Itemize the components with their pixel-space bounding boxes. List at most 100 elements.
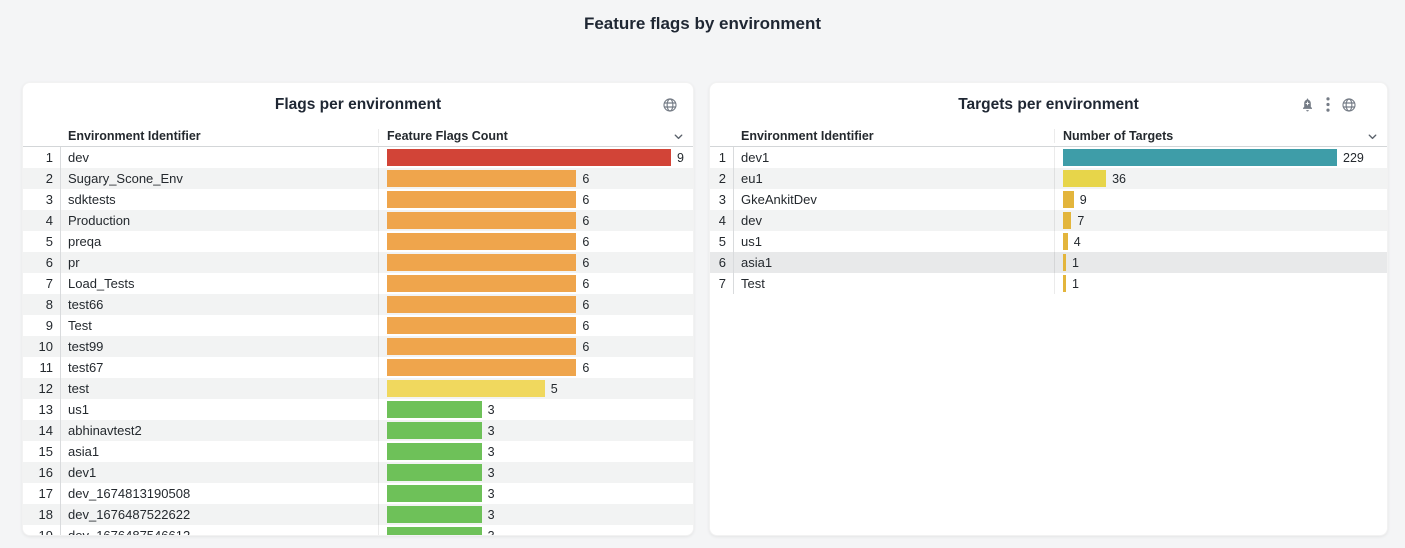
globe-icon[interactable] xyxy=(1341,97,1357,113)
bar-value: 6 xyxy=(582,318,590,333)
column-header-environment[interactable]: Environment Identifier xyxy=(68,129,201,143)
table-row[interactable]: 14 abhinavtest2 3 xyxy=(23,420,693,441)
bar-gauge-cell: 6 xyxy=(378,336,693,357)
table-row[interactable]: 9 Test 6 xyxy=(23,315,693,336)
bar xyxy=(387,506,482,523)
table-row[interactable]: 5 us1 4 xyxy=(710,231,1387,252)
globe-icon[interactable] xyxy=(662,97,678,113)
bar xyxy=(387,233,577,250)
row-environment-name: dev1 xyxy=(741,150,770,165)
table-row[interactable]: 16 dev1 3 xyxy=(23,462,693,483)
bar xyxy=(387,338,577,355)
row-environment-name: Load_Tests xyxy=(68,276,135,291)
bar xyxy=(1063,191,1074,208)
bar-gauge-cell: 3 xyxy=(378,462,693,483)
bar xyxy=(1063,212,1072,229)
row-index: 3 xyxy=(23,189,61,210)
bar xyxy=(387,485,482,502)
bar-gauge-cell: 9 xyxy=(1054,189,1387,210)
table-row[interactable]: 5 preqa 6 xyxy=(23,231,693,252)
panel-title[interactable]: Targets per environment xyxy=(958,95,1139,113)
bar-gauge-cell: 9 xyxy=(378,147,693,168)
table-row[interactable]: 18 dev_1676487522622 3 xyxy=(23,504,693,525)
row-index: 6 xyxy=(710,252,734,273)
panel-header: Flags per environment xyxy=(23,83,693,126)
table-row[interactable]: 1 dev1 229 xyxy=(710,147,1387,168)
bar xyxy=(387,296,577,313)
table-row[interactable]: 6 asia1 1 xyxy=(710,252,1387,273)
table-row[interactable]: 17 dev_1674813190508 3 xyxy=(23,483,693,504)
bar-gauge-cell: 6 xyxy=(378,315,693,336)
row-index: 1 xyxy=(23,147,61,168)
row-index: 5 xyxy=(710,231,734,252)
table-row[interactable]: 10 test99 6 xyxy=(23,336,693,357)
table-row[interactable]: 1 dev 9 xyxy=(23,147,693,168)
table-row[interactable]: 8 test66 6 xyxy=(23,294,693,315)
bar xyxy=(1063,233,1068,250)
bar-gauge-cell: 7 xyxy=(1054,210,1387,231)
table-row[interactable]: 15 asia1 3 xyxy=(23,441,693,462)
table-row[interactable]: 2 Sugary_Scone_Env 6 xyxy=(23,168,693,189)
table-row[interactable]: 7 Load_Tests 6 xyxy=(23,273,693,294)
row-index: 7 xyxy=(710,273,734,294)
bar-gauge-cell: 3 xyxy=(378,483,693,504)
row-environment-name: test xyxy=(68,381,89,396)
row-environment-name: dev_1674813190508 xyxy=(68,486,191,501)
column-header-count[interactable]: Feature Flags Count xyxy=(378,129,693,143)
column-header-targets[interactable]: Number of Targets xyxy=(1054,129,1387,143)
bar xyxy=(387,170,577,187)
table-row[interactable]: 12 test 5 xyxy=(23,378,693,399)
bar-value: 6 xyxy=(582,360,590,375)
bar-gauge-cell: 6 xyxy=(378,252,693,273)
bar-value: 6 xyxy=(582,234,590,249)
row-environment-name: dev_1676487546612 xyxy=(68,528,191,536)
table-row[interactable]: 3 GkeAnkitDev 9 xyxy=(710,189,1387,210)
bar xyxy=(387,422,482,439)
chevron-down-icon[interactable] xyxy=(1366,130,1379,143)
table-row[interactable]: 4 Production 6 xyxy=(23,210,693,231)
kebab-menu-icon[interactable] xyxy=(1326,97,1330,112)
bar-value: 6 xyxy=(582,255,590,270)
row-index: 12 xyxy=(23,378,61,399)
bar-gauge-cell: 5 xyxy=(378,378,693,399)
table-row[interactable]: 3 sdktests 6 xyxy=(23,189,693,210)
row-environment-name: us1 xyxy=(741,234,762,249)
panel-header: Targets per environment xyxy=(710,83,1387,126)
table-row[interactable]: 2 eu1 36 xyxy=(710,168,1387,189)
row-environment-name: dev1 xyxy=(68,465,97,480)
row-environment-name: GkeAnkitDev xyxy=(741,192,817,207)
row-environment-name: eu1 xyxy=(741,171,763,186)
page-title: Feature flags by environment xyxy=(583,14,822,33)
table-header: Environment Identifier Feature Flags Cou… xyxy=(23,126,693,147)
bar-value: 9 xyxy=(1079,192,1087,207)
table-row[interactable]: 4 dev 7 xyxy=(710,210,1387,231)
bar-value: 7 xyxy=(1077,213,1085,228)
bell-plus-icon[interactable] xyxy=(1300,97,1315,112)
bar xyxy=(387,359,577,376)
row-index: 18 xyxy=(23,504,61,525)
bar xyxy=(387,464,482,481)
bar-value: 1 xyxy=(1072,255,1079,270)
row-index: 13 xyxy=(23,399,61,420)
row-environment-name: pr xyxy=(68,255,80,270)
column-header-environment[interactable]: Environment Identifier xyxy=(741,129,874,143)
bar xyxy=(1063,170,1107,187)
bar xyxy=(387,443,482,460)
row-index: 6 xyxy=(23,252,61,273)
row-environment-name: Test xyxy=(741,276,765,291)
bar-gauge-cell: 6 xyxy=(378,294,693,315)
chevron-down-icon[interactable] xyxy=(672,130,685,143)
table-body: 1 dev1 229 2 eu1 36 3 GkeAnkitDev 9 4 de… xyxy=(710,147,1387,535)
table-row[interactable]: 13 us1 3 xyxy=(23,399,693,420)
table-row[interactable]: 19 dev_1676487546612 3 xyxy=(23,525,693,536)
table-row[interactable]: 11 test67 6 xyxy=(23,357,693,378)
bar xyxy=(387,401,482,418)
row-environment-name: dev_1676487522622 xyxy=(68,507,191,522)
panel-targets-per-environment: Targets per environment Environment Iden… xyxy=(709,82,1388,536)
row-environment-name: Test xyxy=(68,318,92,333)
bar xyxy=(1063,275,1066,292)
table-row[interactable]: 6 pr 6 xyxy=(23,252,693,273)
table-row[interactable]: 7 Test 1 xyxy=(710,273,1387,294)
panel-title[interactable]: Flags per environment xyxy=(274,95,442,113)
bar-value: 3 xyxy=(487,423,495,438)
